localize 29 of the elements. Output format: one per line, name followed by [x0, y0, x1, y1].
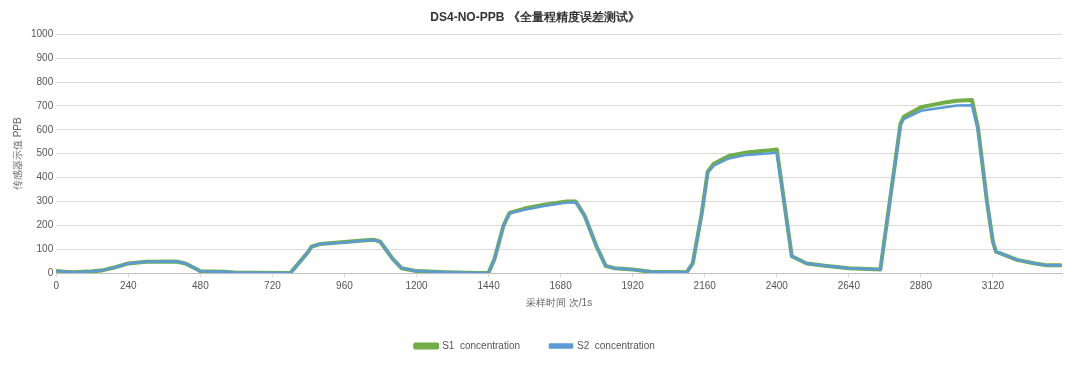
- x-tick-label: 1920: [621, 279, 645, 291]
- legend-label: S1 concentration: [442, 339, 520, 351]
- y-tick-label: 200: [36, 219, 54, 231]
- chart-title: DS4-NO-PPB 《全量程精度误差测试》: [430, 9, 640, 24]
- x-tick-label: 1680: [549, 279, 573, 291]
- x-tick-label: 1200: [405, 279, 429, 291]
- x-tick-label: 2880: [909, 279, 933, 291]
- x-axis-title: 采样时间 次/1s: [526, 296, 593, 308]
- y-tick-label: 800: [36, 75, 54, 87]
- x-tick-label: 1440: [477, 279, 501, 291]
- x-tick-label: 2640: [837, 279, 861, 291]
- x-tick-label: 480: [192, 279, 210, 291]
- y-tick-label: 700: [36, 99, 54, 111]
- y-tick-label: 600: [36, 123, 54, 135]
- y-tick-label: 300: [36, 195, 54, 207]
- x-tick-label: 3120: [981, 279, 1005, 291]
- x-tick-label: 2400: [765, 279, 789, 291]
- legend-label: S2 concentration: [577, 339, 655, 351]
- y-tick-label: 0: [47, 266, 54, 278]
- x-tick-label: 240: [119, 279, 138, 291]
- x-tick-label: 720: [264, 279, 282, 291]
- y-axis-title: 传感器示值 PPB: [11, 116, 23, 191]
- y-tick-label: 100: [36, 242, 54, 254]
- y-tick-label: 1000: [31, 28, 54, 40]
- x-tick-label: 960: [336, 279, 354, 291]
- y-tick-label: 400: [36, 171, 54, 183]
- y-tick-label: 500: [36, 147, 54, 159]
- x-tick-label: 2160: [693, 279, 717, 291]
- y-tick-label: 900: [36, 52, 54, 64]
